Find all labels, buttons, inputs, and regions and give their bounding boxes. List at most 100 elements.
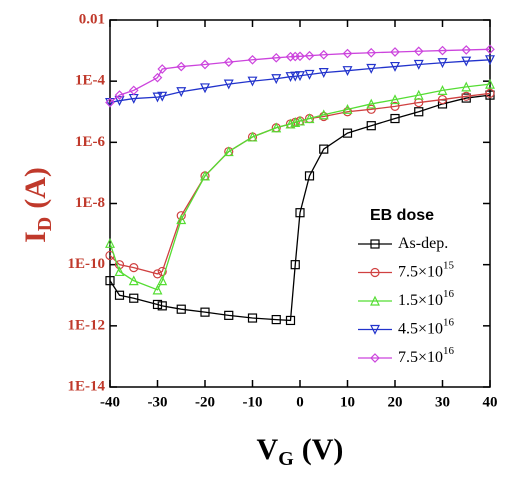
marker <box>370 239 380 249</box>
marker <box>304 69 315 80</box>
marker <box>413 46 424 57</box>
x-axis-title-sub: G <box>278 448 294 470</box>
y-tick-label: 1E-6 <box>75 134 106 150</box>
marker <box>176 61 187 72</box>
marker <box>176 214 187 225</box>
marker <box>370 353 380 363</box>
marker <box>152 299 163 310</box>
legend-label-exponent: 16 <box>443 288 455 300</box>
marker <box>485 78 495 89</box>
marker <box>366 63 377 74</box>
marker <box>390 61 400 72</box>
marker <box>295 208 305 218</box>
marker <box>366 98 377 109</box>
marker <box>157 275 168 286</box>
marker <box>318 49 329 60</box>
marker <box>285 72 296 83</box>
marker <box>437 85 448 95</box>
marker <box>413 89 424 100</box>
marker <box>114 266 125 277</box>
legend-label: As-dep. <box>398 235 448 252</box>
marker <box>157 91 168 102</box>
y-axis-title: ID (A) <box>19 167 56 243</box>
marker <box>437 45 448 56</box>
legend-label-exponent: 15 <box>443 259 455 271</box>
x-tick-label: 0 <box>296 394 304 410</box>
legend-label: 7.5×1015 <box>398 259 455 280</box>
marker <box>114 96 125 107</box>
marker <box>304 113 315 124</box>
marker <box>318 109 329 120</box>
marker <box>128 275 139 286</box>
marker <box>223 146 234 157</box>
marker <box>437 58 448 69</box>
y-axis-title-sub: D <box>34 217 56 231</box>
marker <box>176 87 187 98</box>
marker <box>342 66 353 77</box>
marker <box>223 79 234 90</box>
marker <box>461 81 472 92</box>
x-tick-label: -20 <box>195 394 215 410</box>
marker <box>200 170 210 181</box>
marker <box>271 122 282 133</box>
marker <box>128 85 139 96</box>
marker <box>461 45 472 55</box>
marker <box>370 324 380 335</box>
legend-label-exponent: 16 <box>443 316 455 328</box>
series-line <box>109 59 491 104</box>
marker <box>319 111 329 122</box>
marker <box>247 131 258 142</box>
marker <box>200 83 210 94</box>
marker <box>370 295 380 306</box>
legend-label-name: 4.5×10 <box>398 320 443 337</box>
marker <box>247 313 258 323</box>
marker <box>437 94 448 105</box>
marker <box>342 107 353 117</box>
legend-label-name: 1.5×10 <box>398 292 443 309</box>
marker <box>390 47 400 57</box>
legend-label-name: 7.5×10 <box>398 349 443 366</box>
legend-label-exponent: 16 <box>443 345 455 357</box>
marker <box>390 94 400 105</box>
marker <box>485 88 495 98</box>
marker <box>271 314 281 325</box>
marker <box>295 71 305 82</box>
marker <box>461 91 471 101</box>
marker <box>413 59 424 70</box>
x-axis-title-main: V <box>257 433 279 466</box>
y-tick-label: 1E-8 <box>75 195 105 211</box>
marker <box>105 237 115 248</box>
marker <box>390 113 400 124</box>
x-tick-label: 40 <box>483 394 498 410</box>
marker <box>224 310 234 320</box>
marker <box>105 276 115 286</box>
y-tick-label: 1E-12 <box>68 317 106 333</box>
marker <box>318 68 329 78</box>
marker <box>247 76 258 87</box>
legend-title: EB dose <box>370 207 434 224</box>
marker <box>342 103 353 114</box>
marker <box>290 71 301 82</box>
y-tick-label: 0.01 <box>79 11 105 27</box>
marker <box>366 121 376 131</box>
marker <box>223 57 234 67</box>
marker <box>114 90 125 100</box>
x-tick-label: 30 <box>435 394 450 410</box>
marker <box>247 54 258 65</box>
legend-label-name: 7.5×10 <box>398 263 443 280</box>
marker <box>461 56 472 67</box>
series-line <box>109 94 491 322</box>
marker <box>304 171 315 181</box>
marker <box>129 293 139 303</box>
marker <box>370 267 380 278</box>
marker <box>485 55 495 66</box>
marker <box>342 48 353 59</box>
marker <box>485 44 495 55</box>
marker <box>390 101 400 111</box>
x-tick-label: 20 <box>388 394 403 410</box>
marker <box>295 51 305 62</box>
y-axis-title-main: I <box>19 231 52 243</box>
marker <box>304 50 315 61</box>
marker <box>152 284 163 295</box>
